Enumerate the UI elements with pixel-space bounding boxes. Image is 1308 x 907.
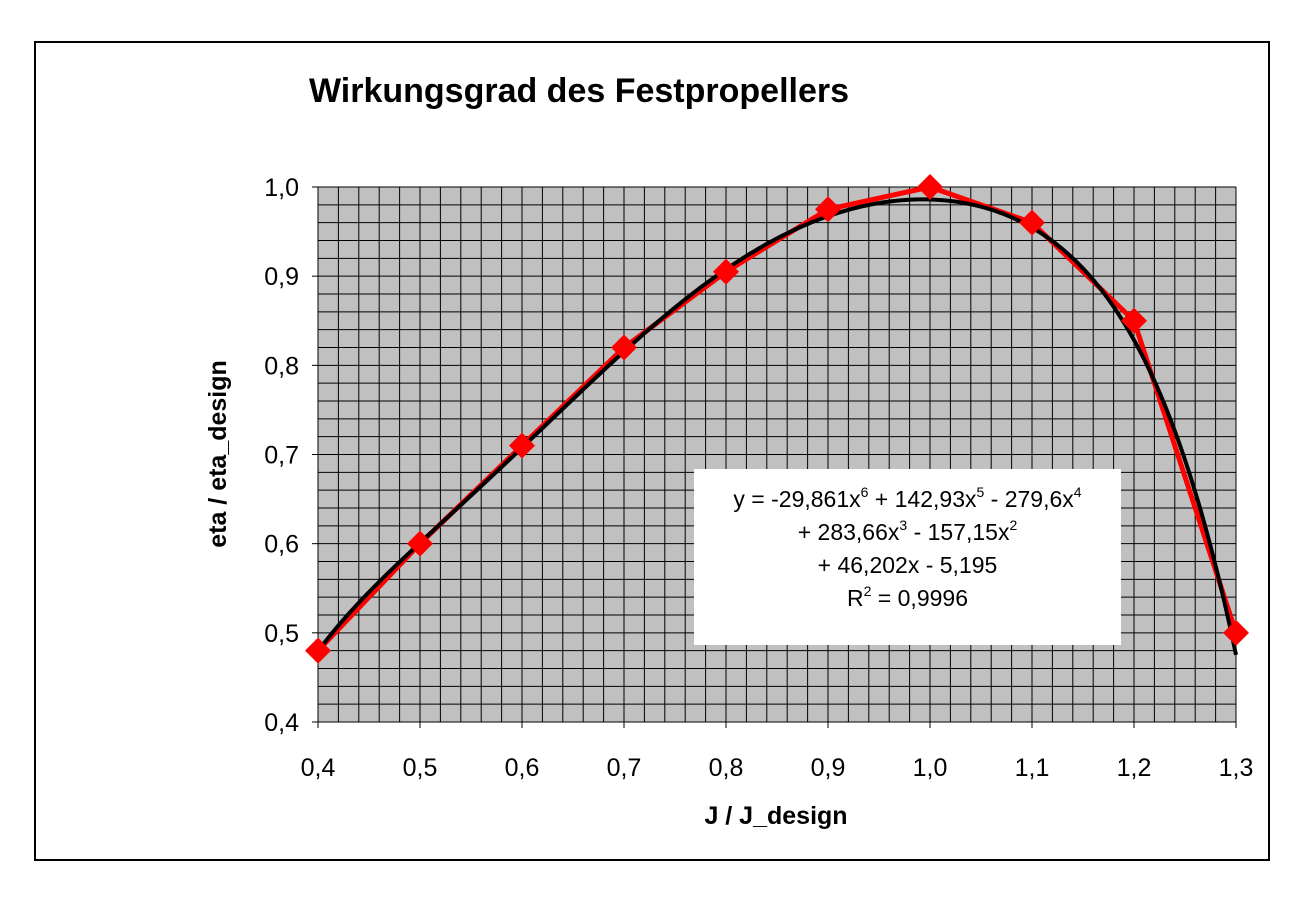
y-tick-label: 0,8 [264, 352, 299, 380]
equation-line: + 46,202x - 5,195 [817, 552, 998, 578]
y-tick-label: 0,6 [264, 531, 299, 559]
x-tick-label: 1,2 [1117, 754, 1152, 782]
x-tick-label: 1,0 [913, 754, 948, 782]
x-tick-label: 0,9 [811, 754, 846, 782]
x-axis-label: J / J_design [704, 802, 847, 830]
data-point [407, 530, 433, 557]
y-tick-label: 0,5 [264, 620, 299, 648]
data-point [611, 334, 637, 361]
x-tick-label: 1,1 [1015, 754, 1050, 782]
y-axis-label: eta / eta_design [204, 360, 232, 548]
x-tick-label: 0,4 [301, 754, 336, 782]
equation-line: + 283,66x3 - 157,15x2 [797, 517, 1018, 545]
x-tick-label: 0,5 [403, 754, 438, 782]
y-tick-label: 1,0 [264, 174, 299, 202]
data-point [1223, 619, 1249, 646]
data-markers [305, 174, 1249, 664]
x-tick-label: 0,6 [505, 754, 540, 782]
equation-line: R2 = 0,9996 [847, 583, 968, 611]
equation-line: y = -29,861x6 + 142,93x5 - 279,6x4 [733, 484, 1082, 512]
y-axis-ticks: 0,4 0,5 0,6 0,7 0,8 0,9 1,0 [264, 174, 318, 737]
x-tick-label: 1,3 [1219, 754, 1254, 782]
data-point [713, 258, 739, 285]
x-axis-ticks: 0,4 0,5 0,6 0,7 0,8 0,9 1,0 1,1 1,2 1,3 [301, 722, 1254, 782]
x-tick-label: 0,7 [607, 754, 642, 782]
chart-title: Wirkungsgrad des Festpropellers [308, 72, 850, 110]
data-point [1019, 209, 1045, 236]
trendline [316, 197, 1238, 656]
y-tick-label: 0,9 [264, 263, 299, 291]
trendline-equation-box: y = -29,861x6 + 142,93x5 - 279,6x4 + 283,… [694, 469, 1121, 645]
y-tick-label: 0,4 [264, 709, 299, 737]
data-point [305, 637, 331, 664]
data-point [917, 174, 943, 200]
y-tick-label: 0,7 [264, 442, 299, 470]
data-point [1121, 307, 1147, 334]
x-tick-label: 0,8 [709, 754, 744, 782]
data-point [509, 432, 535, 459]
data-point [815, 196, 841, 223]
